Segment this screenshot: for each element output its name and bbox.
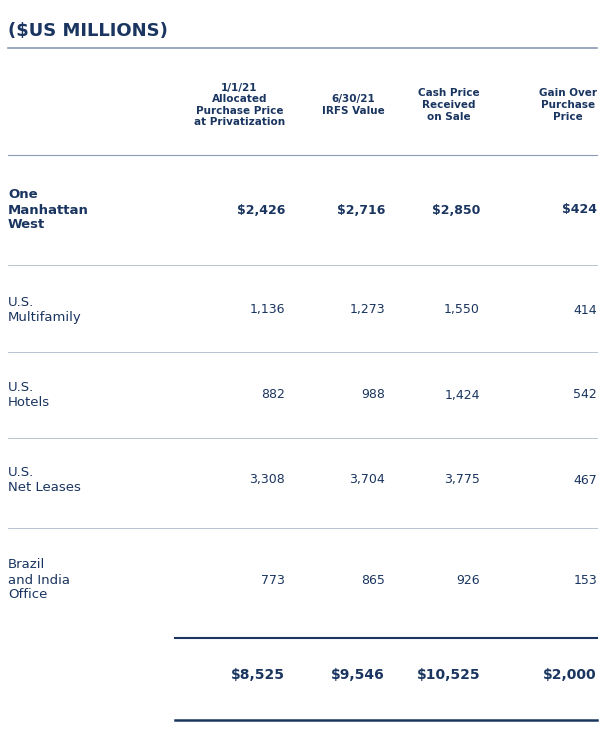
Text: $2,000: $2,000 (543, 668, 597, 682)
Text: 988: 988 (361, 389, 385, 402)
Text: U.S.
Hotels: U.S. Hotels (8, 381, 50, 409)
Text: $424: $424 (562, 204, 597, 217)
Text: 1,550: 1,550 (444, 304, 480, 316)
Text: U.S.
Multifamily: U.S. Multifamily (8, 296, 82, 324)
Text: 865: 865 (361, 574, 385, 587)
Text: Brazil
and India
Office: Brazil and India Office (8, 559, 70, 602)
Text: Cash Price
Received
on Sale: Cash Price Received on Sale (418, 88, 480, 122)
Text: U.S.
Net Leases: U.S. Net Leases (8, 466, 81, 494)
Text: $9,546: $9,546 (331, 668, 385, 682)
Text: 1,424: 1,424 (444, 389, 480, 402)
Text: 1/1/21
Allocated
Purchase Price
at Privatization: 1/1/21 Allocated Purchase Price at Priva… (194, 82, 285, 128)
Text: Gain Over
Purchase
Price: Gain Over Purchase Price (539, 88, 597, 122)
Text: ($US MILLIONS): ($US MILLIONS) (8, 22, 168, 40)
Text: 414: 414 (573, 304, 597, 316)
Text: 882: 882 (261, 389, 285, 402)
Text: $8,525: $8,525 (231, 668, 285, 682)
Text: 3,775: 3,775 (444, 473, 480, 486)
Text: 542: 542 (573, 389, 597, 402)
Text: 3,308: 3,308 (249, 473, 285, 486)
Text: $2,426: $2,426 (236, 204, 285, 217)
Text: 467: 467 (573, 473, 597, 486)
Text: 1,273: 1,273 (349, 304, 385, 316)
Text: 773: 773 (261, 574, 285, 587)
Text: $2,716: $2,716 (336, 204, 385, 217)
Text: $2,850: $2,850 (432, 204, 480, 217)
Text: One
Manhattan
West: One Manhattan West (8, 189, 89, 232)
Text: $10,525: $10,525 (417, 668, 480, 682)
Text: 3,704: 3,704 (349, 473, 385, 486)
Text: 6/30/21
IRFS Value: 6/30/21 IRFS Value (322, 94, 385, 116)
Text: 153: 153 (573, 574, 597, 587)
Text: 1,136: 1,136 (250, 304, 285, 316)
Text: 926: 926 (456, 574, 480, 587)
